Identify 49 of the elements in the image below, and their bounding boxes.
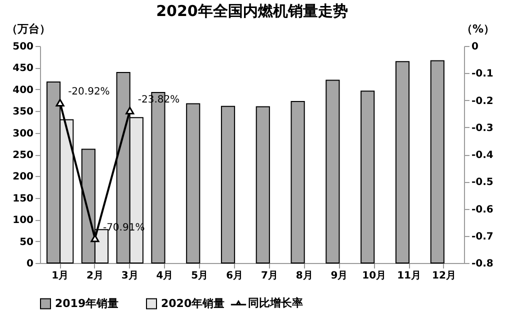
x-tick-label: 10月 [362,270,386,282]
y-axis-title: （万台） [6,22,50,36]
chart-title: 2020年全国内燃机销量走势 [156,2,348,20]
x-tick-label: 5月 [191,270,208,282]
y2-tick-label: -0.2 [472,96,494,107]
y-tick-label: 350 [12,106,34,118]
y-tick-label: 500 [12,42,34,52]
legend-label: 2020年销量 [161,296,225,310]
x-tick-label: 7月 [260,270,278,282]
y-tick-label: 50 [20,236,34,248]
y-tick-label: 300 [12,128,34,140]
y-tick-label: 400 [12,84,34,96]
x-tick-label: 6月 [226,270,244,282]
legend-label: 同比增长率 [248,296,303,310]
y2-tick-label: -0.1 [472,68,494,80]
y2-tick-label: -0.4 [472,150,494,161]
x-tick-label: 2月 [86,270,104,282]
y-tick-label: 200 [12,172,34,183]
y2-tick-label: -0.6 [472,204,494,216]
bar [256,106,270,264]
point [56,98,64,107]
x-tick-label: 9月 [330,270,348,282]
y2-tick-label: -0.8 [472,258,494,270]
y2-tick-label: -0.3 [472,122,494,134]
bar [430,60,444,264]
data-label: -20.92% [68,86,110,98]
bar [290,101,305,264]
bar [326,80,340,264]
x-tick-label: 12月 [432,270,456,282]
y-tick-label: 250 [12,150,34,161]
bar [395,61,410,264]
x-tick-label: 4月 [156,270,174,282]
x-tick-label: 3月 [121,270,138,282]
x-tick-label: 1月 [52,270,69,282]
point [126,106,134,114]
legend-label: 2019年销量 [55,296,119,310]
y-tick-label: 450 [12,63,34,74]
y2-tick-label: -0.7 [472,231,494,242]
x-tick-label: 11月 [397,270,421,282]
y2-axis-title: （%） [461,22,494,36]
bar [220,106,236,264]
y-tick-label: 150 [12,193,34,204]
bar [186,103,200,264]
y-tick-label: 0 [26,258,34,270]
x-tick-label: 8月 [296,270,313,282]
y2-tick-label: 0 [472,42,478,52]
y2-tick-label: -0.5 [472,177,494,188]
bar [360,90,375,264]
y-tick-label: 100 [12,215,34,226]
